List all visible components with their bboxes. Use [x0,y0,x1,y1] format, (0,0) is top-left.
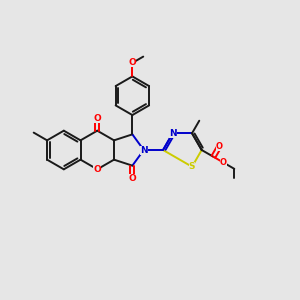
Text: O: O [93,114,101,123]
Text: O: O [216,142,223,151]
Text: O: O [220,158,227,167]
Text: N: N [140,146,148,154]
Text: O: O [128,58,136,68]
Text: O: O [93,165,101,174]
Text: S: S [189,162,195,171]
Text: N: N [169,129,176,138]
Text: O: O [128,174,136,183]
